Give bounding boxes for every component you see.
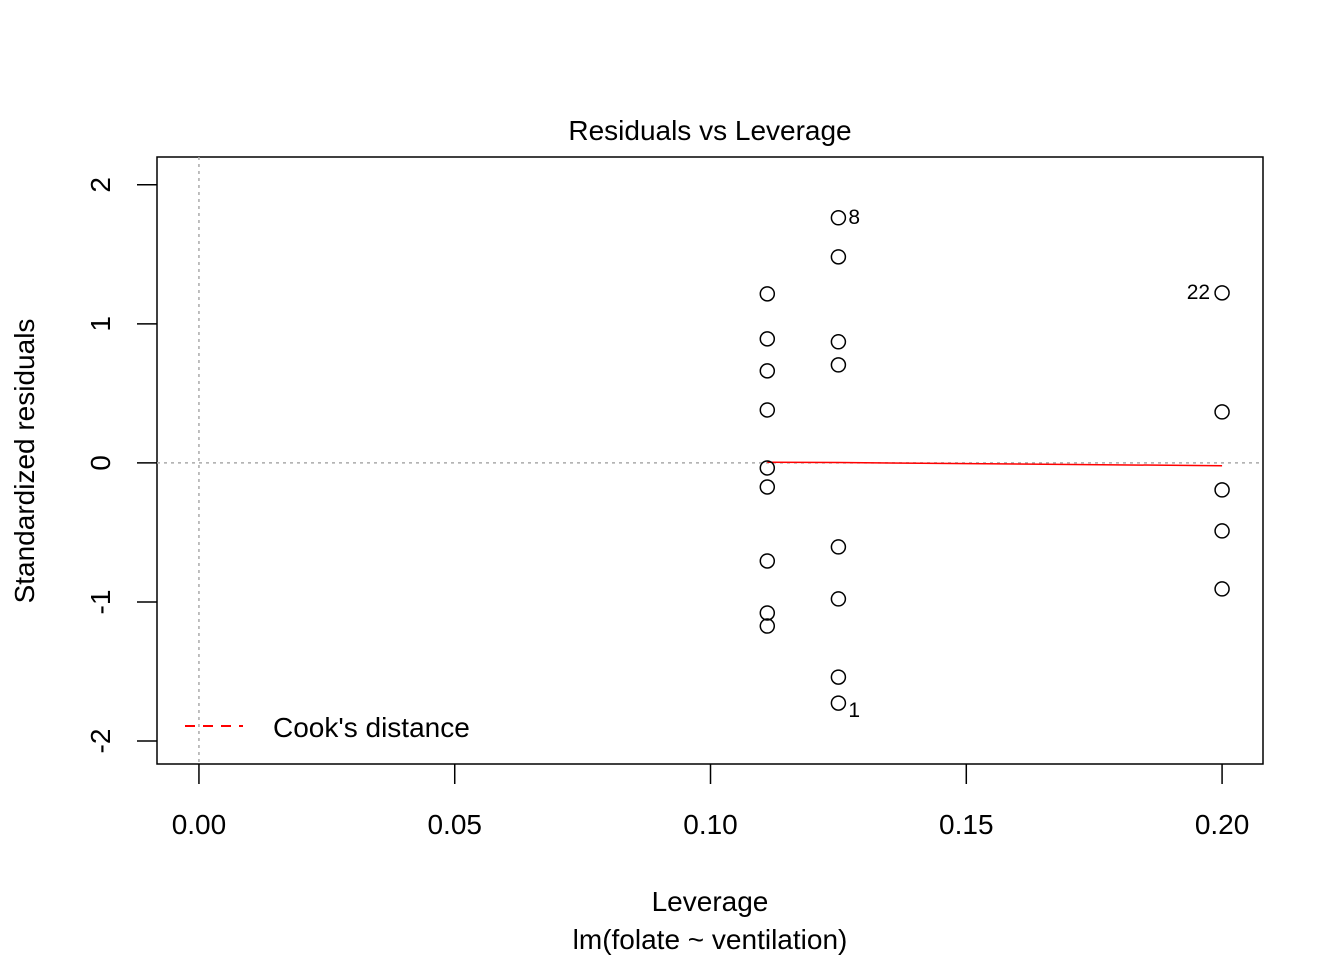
chart-subtitle: lm(folate ~ ventilation)	[573, 924, 848, 955]
data-point	[830, 210, 847, 226]
data-point	[1214, 285, 1230, 301]
data-point	[759, 553, 776, 569]
legend-label: Cook's distance	[273, 712, 470, 743]
smooth-line	[767, 461, 1223, 467]
data-point	[759, 618, 776, 634]
data-point	[759, 402, 776, 418]
chart-title: Residuals vs Leverage	[568, 115, 851, 146]
data-point	[759, 460, 776, 476]
data-point	[1214, 482, 1230, 498]
data-point	[830, 669, 847, 685]
data-point	[759, 363, 776, 379]
plot-frame	[156, 156, 1264, 765]
y-tick-label: -2	[85, 729, 116, 754]
data-point	[830, 357, 847, 373]
x-tick-label: 0.00	[172, 809, 227, 840]
point-label: 1	[848, 699, 860, 722]
point-label: 22	[1187, 281, 1210, 304]
data-point	[1214, 404, 1230, 420]
x-tick-label: 0.20	[1195, 809, 1250, 840]
x-axis-label: Leverage	[652, 886, 769, 917]
x-tick-label: 0.05	[427, 809, 482, 840]
data-point	[1214, 523, 1230, 539]
data-point	[830, 539, 847, 555]
data-point	[830, 591, 847, 607]
point-label: 8	[848, 206, 860, 229]
x-tick-label: 0.10	[683, 809, 738, 840]
y-tick-label: -1	[85, 590, 116, 615]
data-point	[759, 479, 776, 495]
data-point	[830, 249, 847, 265]
y-tick-label: 0	[85, 455, 116, 471]
x-tick-label: 0.15	[939, 809, 994, 840]
y-axis-label: Standardized residuals	[9, 319, 40, 604]
data-point	[759, 331, 776, 347]
data-point	[759, 605, 776, 621]
legend: Cook's distance	[185, 712, 470, 743]
y-tick-label: 2	[85, 177, 116, 193]
y-tick-label: 1	[85, 316, 116, 332]
data-point	[759, 286, 776, 302]
data-point	[830, 334, 847, 350]
data-point	[1214, 581, 1230, 597]
data-point	[830, 695, 847, 711]
